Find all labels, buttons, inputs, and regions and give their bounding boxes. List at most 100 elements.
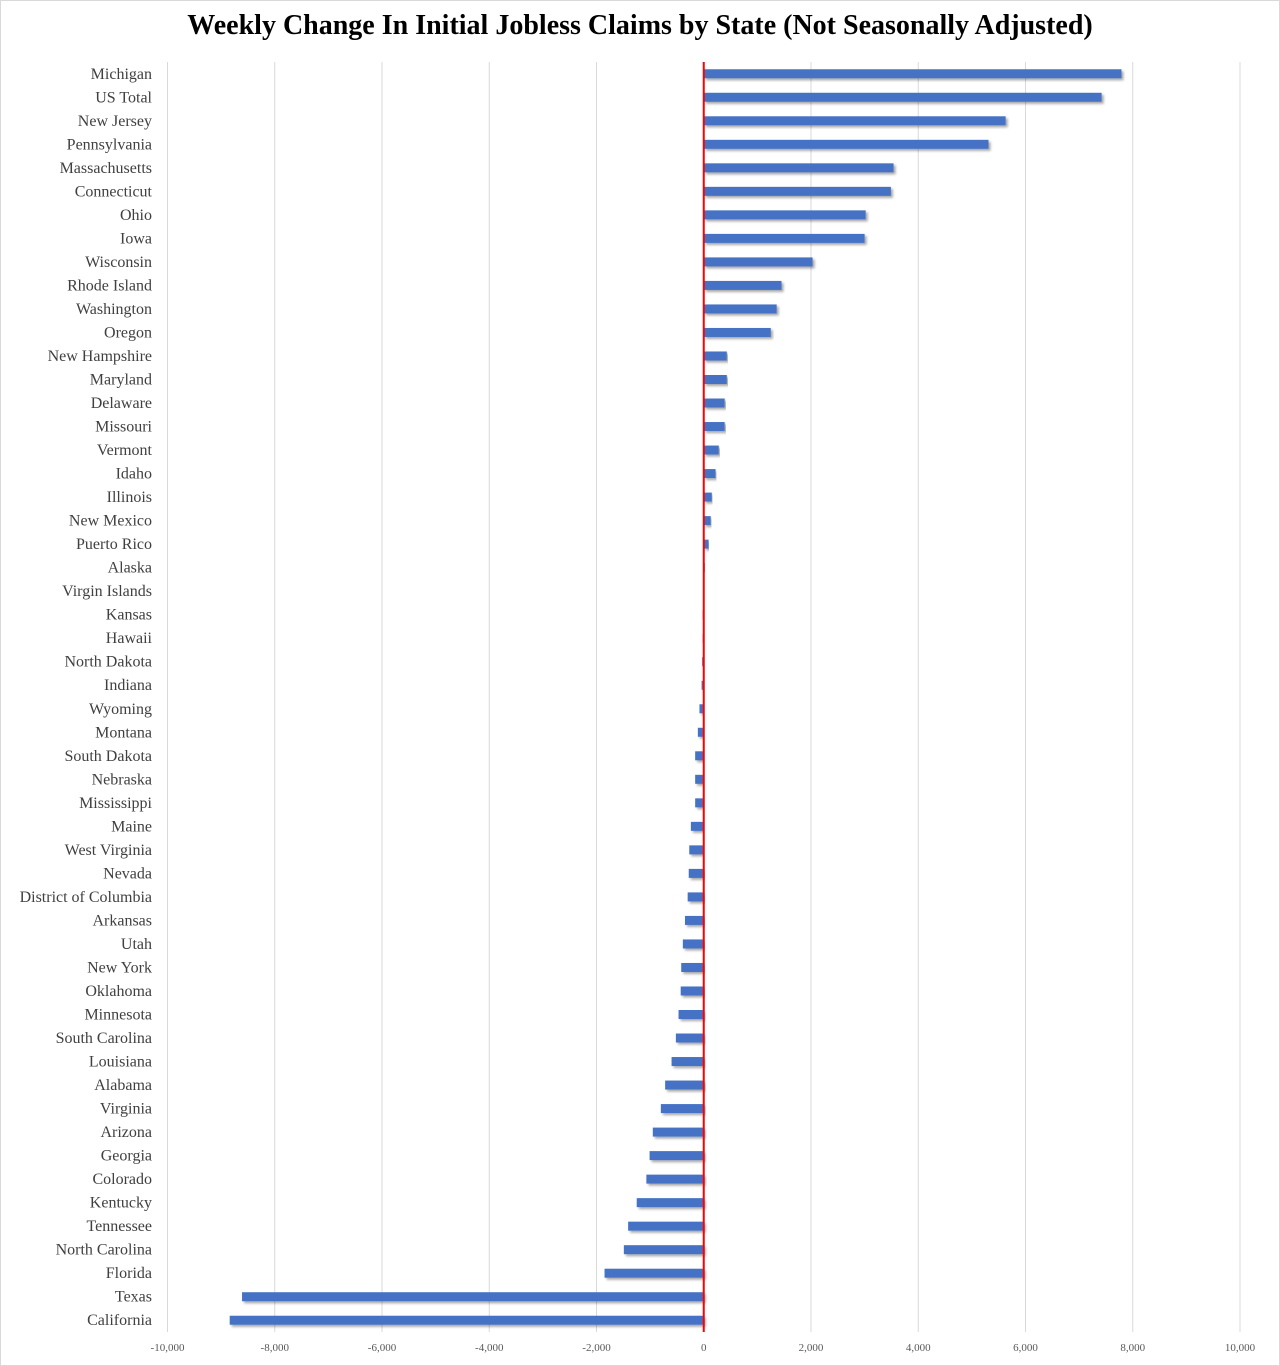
category-label: Nevada — [103, 865, 152, 882]
category-label: Oklahoma — [85, 983, 152, 1000]
bar-mississippi — [695, 798, 704, 808]
bar-virginia — [660, 1104, 704, 1114]
bar-georgia — [649, 1151, 704, 1161]
x-tick-label: -10,000 — [151, 1342, 185, 1354]
x-tick-label: -6,000 — [368, 1342, 397, 1354]
category-label: Wyoming — [89, 701, 152, 718]
category-label: California — [87, 1312, 152, 1329]
category-label: West Virginia — [65, 842, 152, 859]
bar-delaware — [703, 398, 725, 408]
category-label: New Jersey — [78, 113, 152, 130]
bar-new-hampshire — [703, 351, 727, 361]
bar-new-mexico — [703, 516, 711, 526]
x-tick-label: -2,000 — [582, 1342, 611, 1354]
category-label: Maine — [111, 818, 152, 835]
bar-indiana — [701, 680, 704, 690]
category-label: New Hampshire — [48, 348, 152, 365]
category-label: Florida — [106, 1265, 152, 1282]
category-label: Maryland — [90, 372, 152, 389]
x-tick-label: 2,000 — [799, 1342, 824, 1354]
bar-montana — [697, 727, 704, 737]
bar-oregon — [703, 327, 771, 337]
category-label: Minnesota — [84, 1007, 152, 1024]
bar-arizona — [652, 1127, 704, 1137]
category-label: Wisconsin — [85, 254, 152, 271]
bar-us-total — [703, 92, 1102, 102]
bar-nebraska — [695, 774, 704, 784]
category-label: Colorado — [92, 1171, 152, 1188]
bar-district-of-columbia — [687, 892, 704, 902]
category-label: Indiana — [104, 677, 152, 694]
bar-wyoming — [699, 704, 704, 714]
bar-colorado — [646, 1174, 704, 1184]
bar-new-york — [681, 962, 704, 972]
bar-minnesota — [678, 1010, 704, 1019]
category-label: South Dakota — [64, 748, 152, 765]
bar-south-dakota — [695, 751, 704, 761]
category-label: Nebraska — [92, 771, 152, 788]
category-label: Connecticut — [75, 183, 153, 200]
bar-kentucky — [636, 1198, 704, 1208]
category-label: Hawaii — [106, 630, 153, 647]
category-label: Rhode Island — [67, 277, 152, 294]
x-tick-label: 6,000 — [1013, 1342, 1038, 1354]
category-label: Arizona — [100, 1124, 152, 1141]
bar-arkansas — [684, 915, 704, 925]
category-label: South Carolina — [56, 1030, 152, 1047]
bar-north-carolina — [623, 1245, 704, 1255]
category-label: Virginia — [100, 1101, 152, 1118]
category-label: Louisiana — [89, 1054, 152, 1071]
category-label: New Mexico — [69, 513, 152, 530]
x-tick-label: -4,000 — [475, 1342, 504, 1354]
bar-florida — [604, 1268, 704, 1278]
bar-alabama — [665, 1080, 704, 1090]
category-label: Georgia — [101, 1148, 152, 1165]
bar-pennsylvania — [703, 139, 989, 149]
bar-missouri — [703, 422, 725, 432]
bar-vermont — [703, 445, 719, 455]
category-label: Arkansas — [92, 912, 152, 929]
bar-illinois — [703, 492, 712, 502]
bar-washington — [703, 304, 777, 314]
bar-west-virginia — [689, 845, 704, 855]
category-label: Virgin Islands — [62, 583, 152, 600]
category-label: Iowa — [120, 230, 152, 247]
bar-oklahoma — [680, 986, 704, 996]
bar-puerto-rico — [703, 539, 709, 549]
category-label: Massachusetts — [60, 160, 152, 177]
category-label: Alaska — [108, 560, 152, 577]
bar-maryland — [703, 375, 727, 384]
category-label: Texas — [115, 1289, 152, 1306]
category-label: North Dakota — [64, 654, 152, 671]
bar-utah — [682, 939, 704, 949]
bar-ohio — [703, 210, 866, 220]
category-label: Montana — [95, 724, 152, 741]
category-label: Illinois — [107, 489, 152, 506]
bar-new-jersey — [703, 116, 1006, 126]
category-label: Alabama — [94, 1077, 152, 1094]
category-label: Missouri — [95, 419, 152, 436]
category-label: Kansas — [106, 607, 152, 624]
category-label: Utah — [121, 936, 152, 953]
bar-louisiana — [671, 1057, 704, 1067]
chart-title: Weekly Change In Initial Jobless Claims … — [187, 10, 1093, 41]
category-label: Delaware — [91, 395, 152, 412]
category-label: District of Columbia — [20, 889, 152, 906]
category-label: Idaho — [116, 466, 152, 483]
bar-massachusetts — [703, 163, 894, 173]
bar-tennessee — [628, 1221, 704, 1231]
bar-michigan — [703, 69, 1122, 79]
category-label: Kentucky — [90, 1195, 152, 1212]
bar-rhode-island — [703, 280, 782, 290]
category-label: Pennsylvania — [67, 136, 152, 153]
x-tick-label: -8,000 — [261, 1342, 290, 1354]
category-label: Mississippi — [79, 795, 152, 812]
bar-iowa — [703, 233, 865, 243]
bar-idaho — [703, 469, 716, 479]
category-label: Puerto Rico — [76, 536, 152, 553]
category-label: US Total — [95, 89, 152, 106]
category-label: Michigan — [91, 66, 152, 83]
category-label: North Carolina — [56, 1242, 152, 1259]
bar-california — [229, 1315, 704, 1325]
